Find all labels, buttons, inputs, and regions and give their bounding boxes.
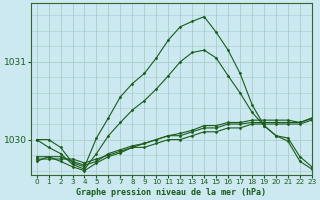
X-axis label: Graphe pression niveau de la mer (hPa): Graphe pression niveau de la mer (hPa) xyxy=(76,188,266,197)
